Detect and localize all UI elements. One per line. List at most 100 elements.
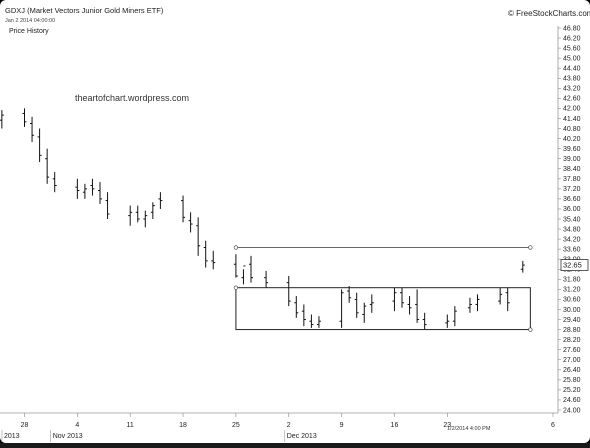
ohlc-bar	[286, 275, 291, 307]
x-tick-label: 25	[232, 422, 240, 429]
ohlc-bar	[203, 240, 208, 268]
ohlc-bar	[407, 296, 412, 315]
y-tick-label: 34.80	[563, 226, 581, 233]
last-price-tag: 32.65	[560, 259, 589, 271]
ohlc-bar	[52, 172, 57, 193]
ohlc-bar	[301, 304, 306, 327]
y-tick-label: 46.80	[563, 25, 581, 32]
annotations-group: 32.65	[233, 245, 589, 332]
ohlc-bar	[22, 108, 27, 127]
month-label: Dec 2013	[287, 433, 317, 440]
y-tick-label: 46.20	[563, 35, 581, 42]
y-tick-label: 37.20	[563, 186, 581, 193]
box-handle	[528, 327, 533, 332]
y-tick-label: 35.40	[563, 216, 581, 223]
ohlc-bar	[98, 182, 102, 204]
month-label: Nov 2013	[53, 433, 83, 440]
y-tick-label: 28.80	[563, 327, 581, 334]
ohlc-bar	[264, 270, 269, 288]
ohlc-bar	[82, 183, 87, 199]
ohlc-bar	[294, 296, 299, 318]
ohlc-bar	[467, 297, 472, 313]
ohlc-bar	[75, 178, 80, 199]
line-handle	[528, 245, 533, 250]
y-tick-label: 25.20	[563, 387, 581, 394]
ohlc-bar	[452, 306, 457, 327]
ohlc-bar	[211, 250, 216, 270]
x-tick-label: 9	[340, 422, 344, 429]
y-tick-label: 24.60	[563, 397, 581, 404]
ohlc-bar	[143, 210, 148, 228]
ohlc-bar	[249, 255, 253, 283]
last-price-label: 32.65	[563, 261, 582, 270]
y-tick-label: 29.40	[563, 317, 581, 324]
y-tick-label: 27.00	[563, 357, 581, 364]
y-tick-label: 41.40	[563, 116, 581, 123]
ohlc-bar	[150, 202, 155, 219]
y-tick-label: 34.20	[563, 236, 581, 243]
ohlc-bar	[105, 192, 110, 219]
y-tick-label: 28.20	[563, 337, 581, 344]
x-tick-label: 23	[443, 422, 451, 429]
chart-source[interactable]: © FreeStockCharts.com	[508, 9, 590, 18]
box-handle	[233, 285, 238, 290]
y-tick-label: 42.00	[563, 106, 581, 113]
y-tick-label: 45.60	[563, 45, 581, 52]
ohlc-bar	[135, 205, 140, 223]
ohlc-bar	[354, 292, 359, 318]
ohlc-bar	[158, 192, 163, 209]
chart-title: GDXJ (Market Vectors Junior Gold Miners …	[5, 6, 164, 15]
ohlc-bar	[30, 116, 35, 142]
x-tick-label: 16	[391, 422, 399, 429]
y-tick-label: 31.80	[563, 277, 581, 284]
y-tick-label: 40.80	[563, 126, 581, 133]
ohlc-bar	[362, 302, 367, 323]
month-label: 2013	[4, 433, 20, 440]
ohlc-bar	[339, 289, 344, 328]
chart-timestamp: Jan 2 2014 04:00:00	[5, 18, 55, 24]
y-tick-label: 27.60	[563, 347, 581, 354]
ohlc-bar	[498, 287, 503, 305]
ohlc-bar	[445, 314, 450, 328]
panel-label: Price History	[9, 28, 49, 35]
y-tick-label: 43.20	[563, 86, 581, 93]
y-tick-label: 38.40	[563, 166, 581, 173]
ohlc-bar	[241, 265, 246, 285]
date-stamp: 1/2/2014 4:00 PM	[447, 426, 491, 432]
y-tick-label: 45.00	[563, 55, 581, 62]
ohlc-bar	[422, 312, 427, 330]
watermark: theartofchart.wordpress.com	[75, 93, 189, 103]
x-tick-label: 11	[127, 422, 134, 429]
x-tick-label: 4	[75, 422, 79, 429]
y-tick-label: 36.60	[563, 196, 581, 203]
y-tick-label: 30.60	[563, 297, 581, 304]
ohlc-bar	[415, 289, 420, 323]
y-tick-label: 36.00	[563, 206, 581, 213]
ohlc-bar	[369, 294, 374, 313]
y-tick-label: 25.80	[563, 377, 581, 384]
ohlc-bar	[505, 287, 510, 312]
y-tick-label: 44.40	[563, 66, 581, 73]
axes-group: 24.00 24.60 25.20 25.80 26.40 27.00 27.60 28.20…	[0, 25, 581, 442]
ohlc-bar	[196, 217, 201, 256]
ohlc-bar	[520, 260, 525, 273]
ohlc-series	[0, 108, 525, 330]
ohlc-bar	[316, 316, 321, 328]
ohlc-bar	[392, 287, 397, 312]
x-tick-label: 2	[287, 422, 291, 429]
x-tick-label: 18	[179, 422, 187, 429]
y-tick-label: 40.20	[563, 136, 581, 143]
ohlc-bar	[188, 212, 193, 233]
line-handle	[233, 245, 238, 250]
y-tick-label: 43.80	[563, 76, 581, 83]
y-tick-label: 39.60	[563, 146, 581, 153]
range-box	[235, 287, 531, 331]
ohlc-bar	[0, 110, 4, 129]
y-tick-label: 31.20	[563, 287, 581, 294]
y-tick-label: 42.60	[563, 96, 581, 103]
ohlc-bar	[309, 314, 314, 328]
y-tick-label: 30.00	[563, 307, 581, 314]
ohlc-bar	[181, 195, 186, 223]
